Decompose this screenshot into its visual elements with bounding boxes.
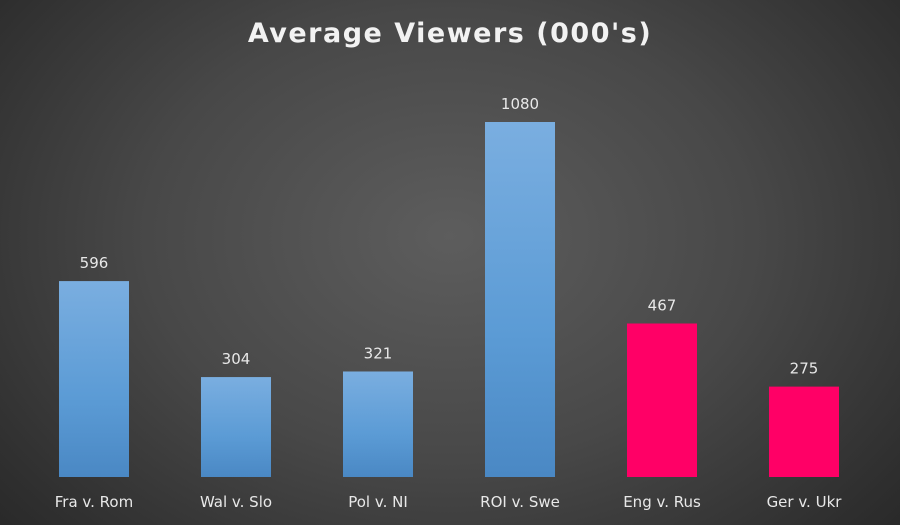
bar-fra-v-rom <box>59 281 129 477</box>
bar-roi-v-swe <box>485 122 555 477</box>
x-tick-label: Eng v. Rus <box>623 493 701 511</box>
data-label: 596 <box>80 254 109 272</box>
x-tick-label: ROI v. Swe <box>480 493 560 511</box>
labels-layer: 596 Fra v. Rom 304 Wal v. Slo 321 Pol v. NI 10… <box>55 95 842 511</box>
x-tick-label: Wal v. Slo <box>200 493 272 511</box>
data-label: 275 <box>790 360 819 378</box>
bar-eng-v-rus <box>627 323 697 477</box>
data-label: 467 <box>648 296 677 314</box>
bar-wal-v-slo <box>201 377 271 477</box>
data-label: 1080 <box>501 95 539 113</box>
x-tick-label: Fra v. Rom <box>55 493 133 511</box>
x-tick-label: Ger v. Ukr <box>767 493 843 511</box>
bar-ger-v-ukr <box>769 386 839 477</box>
bar-pol-v-ni <box>343 371 413 477</box>
bars-layer <box>59 122 839 477</box>
chart-title: Average Viewers (000's) <box>247 18 653 49</box>
data-label: 304 <box>222 350 251 368</box>
data-label: 321 <box>364 344 393 362</box>
x-tick-label: Pol v. NI <box>348 493 408 511</box>
